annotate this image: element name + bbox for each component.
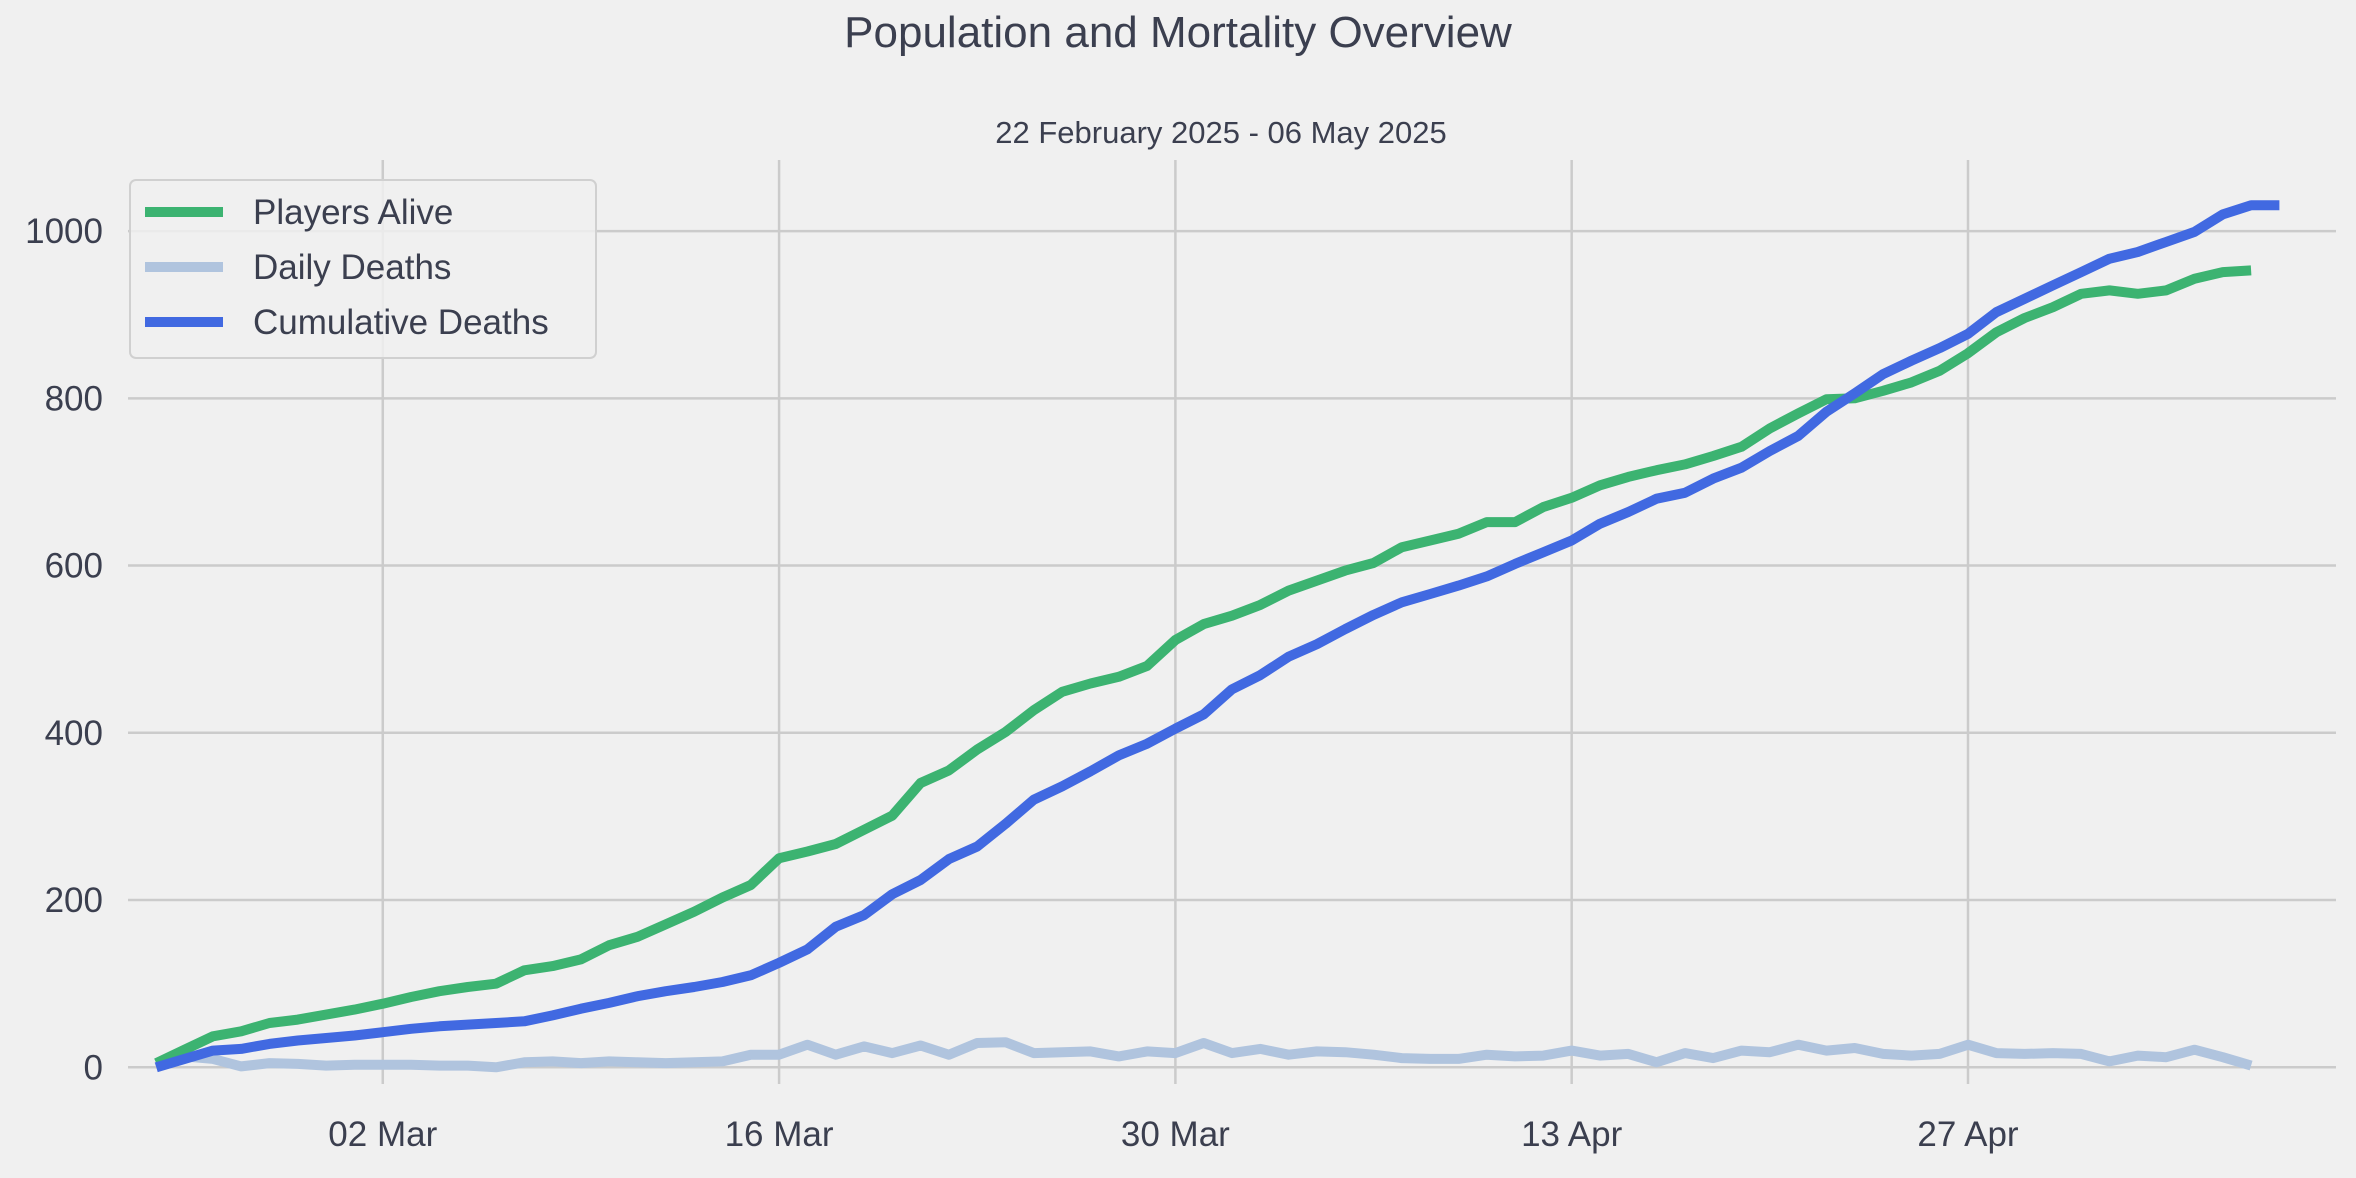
- legend-label-cumulative-deaths: Cumulative Deaths: [253, 303, 549, 342]
- series-layer: [154, 200, 2280, 1073]
- y-tick-label: 1000: [25, 212, 103, 251]
- y-tick-label: 400: [45, 714, 103, 753]
- legend-box: [129, 179, 597, 359]
- legend-label-daily-deaths: Daily Deaths: [253, 248, 451, 287]
- legend-label-players-alive: Players Alive: [253, 193, 453, 232]
- chart-title: Population and Mortality Overview: [844, 8, 1512, 57]
- x-tick-label: 27 Apr: [1917, 1115, 2019, 1154]
- x-tick-label: 16 Mar: [725, 1115, 834, 1154]
- y-tick-label: 800: [45, 379, 103, 418]
- legend: Players Alive Daily Deaths Cumulative Deat…: [129, 179, 597, 359]
- x-tick-label: 13 Apr: [1521, 1115, 1623, 1154]
- tick-labels: 0 200 400 600 800 1000 02 Mar 16 Mar 30 Mar 13 Ap…: [25, 212, 2019, 1154]
- series-line-players-alive: [154, 265, 2252, 1068]
- series-line-cumulative-deaths: [154, 200, 2280, 1073]
- x-tick-label: 02 Mar: [328, 1115, 437, 1154]
- y-tick-label: 0: [84, 1048, 103, 1087]
- chart-subtitle: 22 February 2025 - 06 May 2025: [995, 115, 1447, 150]
- y-tick-label: 200: [45, 881, 103, 920]
- y-tick-label: 600: [45, 547, 103, 586]
- x-tick-label: 30 Mar: [1121, 1115, 1230, 1154]
- series-line-daily-deaths: [154, 1037, 2253, 1073]
